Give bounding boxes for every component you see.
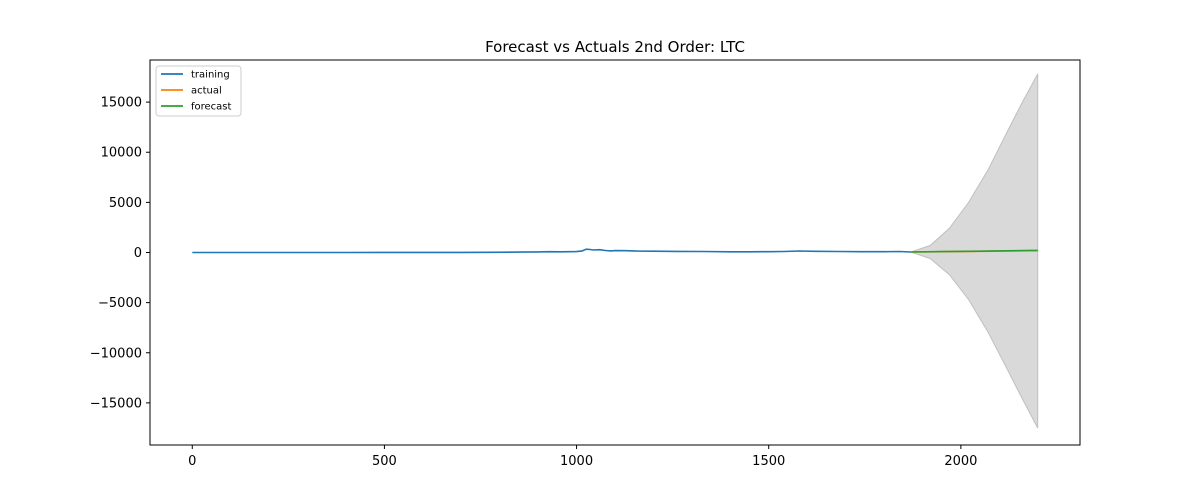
y-tick-label: −10000 [90, 346, 142, 361]
chart-title: Forecast vs Actuals 2nd Order: LTC [485, 38, 745, 56]
legend: training actual forecast [155, 65, 242, 117]
legend-label-training: training [191, 70, 230, 81]
y-tick-label: 10000 [101, 146, 142, 161]
x-tick-label: 0 [188, 454, 196, 469]
x-axis: 0 500 1000 1500 2000 [188, 445, 977, 469]
legend-box [155, 65, 242, 117]
x-tick-label: 500 [372, 454, 397, 469]
legend-label-forecast: forecast [191, 102, 232, 113]
y-tick-label: −15000 [90, 396, 142, 411]
y-tick-label: 15000 [101, 96, 142, 111]
y-axis: −15000 −10000 −5000 0 5000 10000 15000 [90, 96, 150, 411]
y-tick-label: 5000 [109, 196, 142, 211]
x-tick-label: 1500 [752, 454, 785, 469]
y-tick-label: −5000 [98, 296, 142, 311]
y-tick-label: 0 [134, 246, 142, 261]
series-line-forecast [910, 249, 1038, 253]
x-tick-label: 1000 [560, 454, 593, 469]
legend-label-actual: actual [191, 86, 222, 97]
series-line-training [192, 248, 911, 254]
x-tick-label: 2000 [944, 454, 977, 469]
series-layer [192, 248, 1038, 254]
